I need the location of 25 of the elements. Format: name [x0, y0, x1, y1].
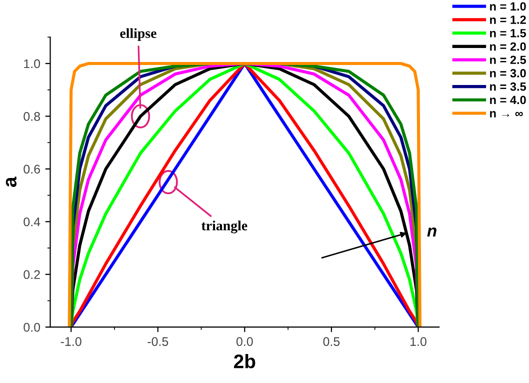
- annotation: triangle: [201, 220, 248, 234]
- legend-label: n = 3.0: [490, 69, 526, 78]
- y-tick-label: 0.2: [24, 270, 40, 280]
- y-axis-title: a: [6, 176, 17, 187]
- legend-label: n = 1.5: [490, 29, 526, 38]
- y-tick-label: 0.8: [24, 112, 40, 121]
- y-tick-label: 0.6: [24, 164, 40, 174]
- x-tick-label: 0.0: [236, 337, 253, 346]
- legend-label: n = 4.0: [490, 96, 526, 104]
- legend-label: n = 2.5: [490, 56, 526, 64]
- y-tick-label: 0.0: [24, 322, 40, 332]
- x-tick-label: 1.0: [410, 337, 426, 346]
- legend-label: n = 3.5: [490, 82, 526, 91]
- x-tick-label: 0.5: [323, 337, 340, 346]
- x-tick-label: -0.5: [148, 337, 168, 346]
- y-tick-label: 1.0: [24, 59, 40, 68]
- legend-label: n = 1.2: [490, 16, 526, 24]
- legend-label: n = 1.0: [490, 2, 526, 11]
- legend-label: n → ∞: [490, 111, 523, 118]
- x-tick-label: -1.0: [60, 337, 82, 346]
- legend-label: n = 2.0: [490, 42, 526, 51]
- annotation: ellipse: [120, 28, 156, 41]
- x-axis-title: 2b: [234, 354, 256, 368]
- annotation: n: [427, 228, 436, 237]
- y-tick-label: 0.4: [24, 217, 40, 226]
